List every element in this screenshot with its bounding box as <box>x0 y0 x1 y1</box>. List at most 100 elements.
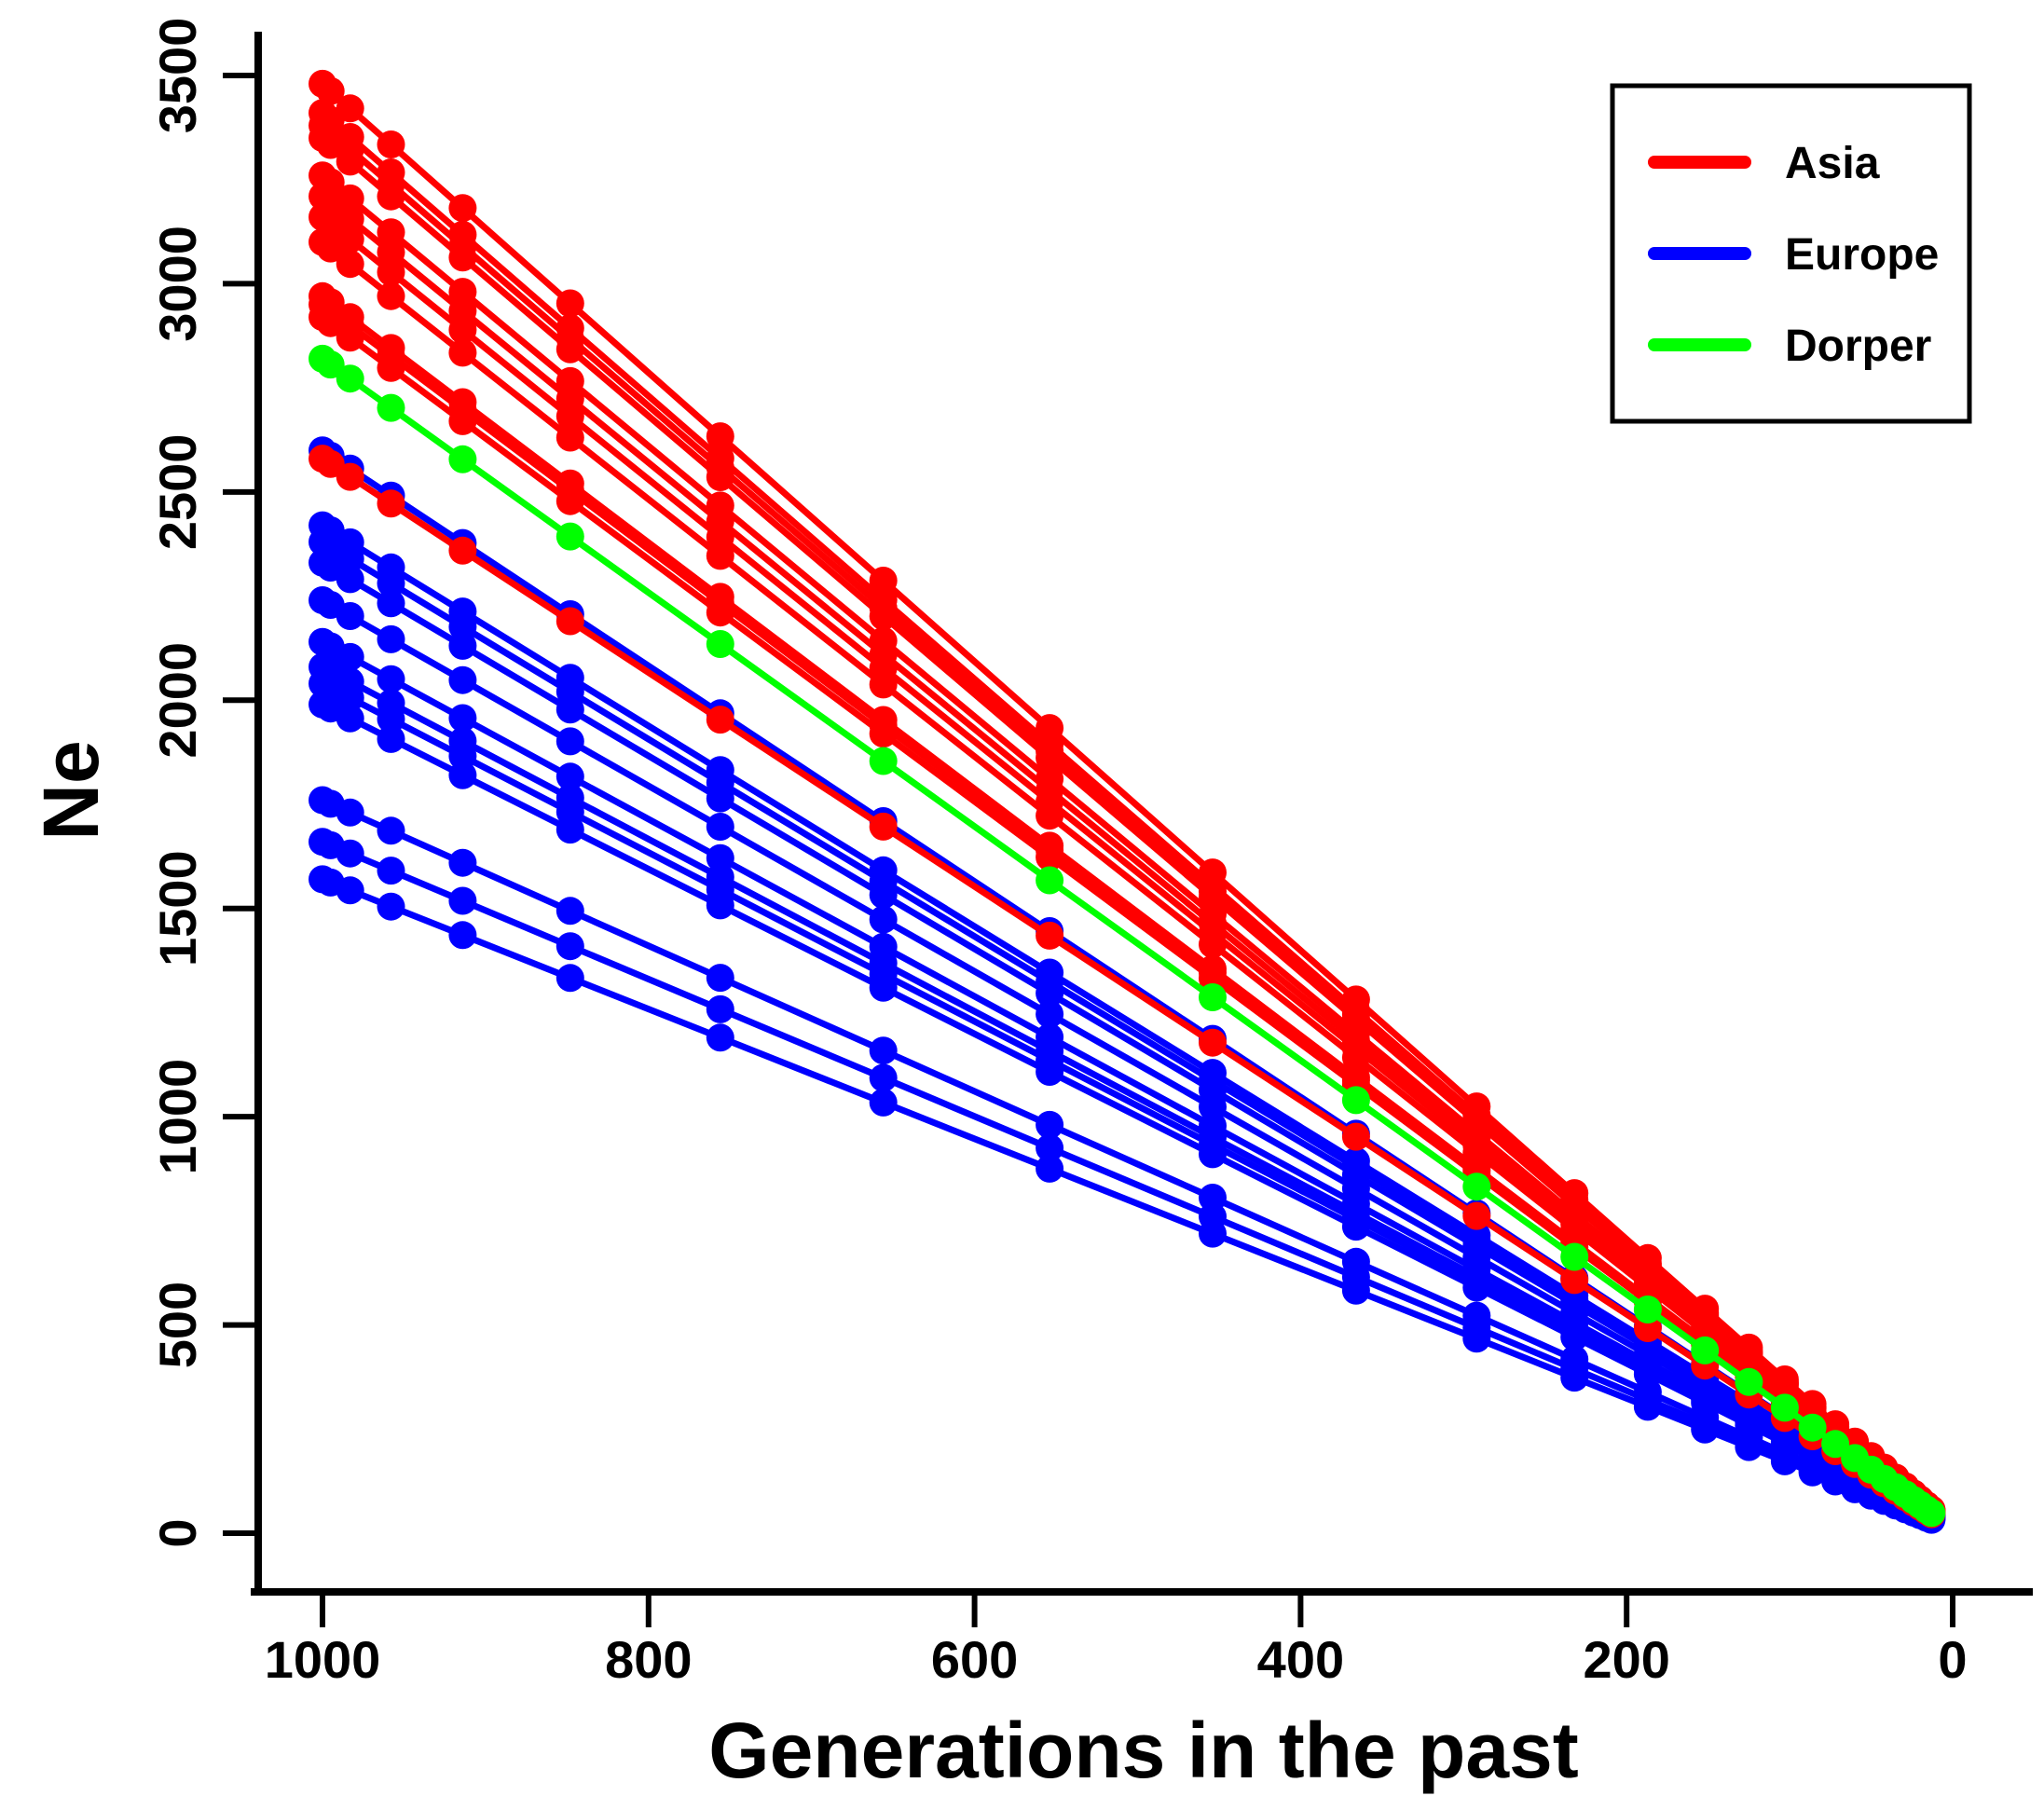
data-point-4 <box>448 406 477 435</box>
data-point-3 <box>377 238 405 267</box>
data-point-5 <box>556 423 584 452</box>
data-point-3 <box>377 182 405 211</box>
data-point-13 <box>1633 1392 1662 1421</box>
data-point-3 <box>377 892 405 921</box>
data-point-6 <box>706 542 734 570</box>
data-point-3 <box>377 665 405 693</box>
x-tick-label-0: 0 <box>1938 1630 1967 1689</box>
data-point-3 <box>377 258 405 286</box>
x-axis-title: Generations in the past <box>708 1707 1579 1794</box>
data-point-5 <box>556 402 584 431</box>
data-point-10 <box>1341 1043 1370 1072</box>
data-point-2 <box>336 250 364 279</box>
legend-label-asia: Asia <box>1785 139 1880 188</box>
data-point-3 <box>377 130 405 158</box>
data-point-7 <box>869 881 898 910</box>
data-point-3 <box>377 353 405 382</box>
data-point-16 <box>1770 1447 1799 1475</box>
data-point-4 <box>448 848 477 877</box>
y-tick-label-2000: 2000 <box>148 642 207 759</box>
x-tick-label-1000: 1000 <box>265 1630 381 1689</box>
data-point-3 <box>377 489 405 518</box>
data-point-8 <box>1036 866 1064 895</box>
data-point-8 <box>1036 979 1064 1008</box>
data-point-2 <box>336 565 364 594</box>
y-tick-label-500: 500 <box>148 1282 207 1368</box>
data-point-6 <box>706 813 734 841</box>
data-point-5 <box>556 964 584 993</box>
data-point-11 <box>1462 1201 1491 1230</box>
data-point-15 <box>1735 1367 1763 1396</box>
data-point-2 <box>336 798 364 827</box>
data-point-7 <box>869 905 898 934</box>
data-point-1 <box>316 76 345 105</box>
data-point-5 <box>556 816 584 844</box>
data-point-5 <box>556 897 584 926</box>
plot-area <box>309 69 1946 1534</box>
y-tick-label-2500: 2500 <box>148 434 207 551</box>
data-point-7 <box>869 1063 898 1092</box>
data-point-10 <box>1341 1213 1370 1241</box>
data-point-3 <box>377 393 405 422</box>
data-point-4 <box>448 338 477 367</box>
data-point-3 <box>377 857 405 885</box>
data-point-3 <box>377 218 405 247</box>
data-point-6 <box>706 994 734 1023</box>
data-point-5 <box>556 727 584 756</box>
data-point-8 <box>1036 1154 1064 1183</box>
series-europe-24 <box>309 865 1946 1534</box>
data-point-5 <box>556 607 584 636</box>
data-point-4 <box>448 243 477 272</box>
data-point-6 <box>706 784 734 813</box>
series-dorper-12 <box>309 344 1946 1528</box>
data-point-1 <box>316 309 345 337</box>
data-point-7 <box>869 670 898 699</box>
data-point-17 <box>1798 1458 1827 1487</box>
y-axis-ticks: 0 500 1000 1500 2000 2500 3000 3500 <box>148 18 258 1548</box>
data-point-1 <box>316 234 345 263</box>
data-point-2 <box>336 602 364 630</box>
data-point-4 <box>448 886 477 915</box>
data-point-8 <box>1036 802 1064 830</box>
y-tick-label-3500: 3500 <box>148 18 207 134</box>
data-point-2 <box>336 642 364 671</box>
data-point-2 <box>336 839 364 868</box>
data-point-7 <box>869 1036 898 1065</box>
data-point-9 <box>1199 1028 1227 1057</box>
data-point-4 <box>448 742 477 771</box>
x-tick-label-400: 400 <box>1257 1630 1344 1689</box>
data-point-12 <box>1560 1242 1589 1271</box>
data-point-4 <box>448 315 477 344</box>
data-point-10 <box>1341 1276 1370 1305</box>
data-point-3 <box>377 816 405 845</box>
data-point-1 <box>316 350 345 379</box>
data-point-2 <box>336 323 364 352</box>
data-point-8 <box>1036 744 1064 773</box>
data-point-7 <box>869 747 898 775</box>
data-point-16 <box>1770 1393 1799 1422</box>
y-tick-label-1500: 1500 <box>148 850 207 967</box>
data-point-9 <box>1199 1219 1227 1248</box>
data-point-11 <box>1462 1273 1491 1302</box>
data-point-2 <box>336 704 364 733</box>
data-point-5 <box>556 335 584 363</box>
data-point-7 <box>869 602 898 631</box>
legend-label-dorper: Dorper <box>1785 322 1931 371</box>
data-point-15 <box>1735 1433 1763 1461</box>
y-tick-label-3000: 3000 <box>148 226 207 342</box>
data-point-8 <box>1036 843 1064 871</box>
legend-label-europe: Europe <box>1785 230 1939 280</box>
data-point-6 <box>706 463 734 491</box>
data-point-7 <box>869 720 898 748</box>
data-point-3 <box>377 624 405 653</box>
data-point-8 <box>1036 1133 1064 1162</box>
data-point-4 <box>448 631 477 660</box>
data-point-2 <box>336 462 364 491</box>
data-point-5 <box>556 932 584 961</box>
data-point-17 <box>1798 1413 1827 1442</box>
data-point-3 <box>377 724 405 753</box>
data-point-10 <box>1341 1086 1370 1115</box>
data-point-9 <box>1199 983 1227 1011</box>
data-point-2 <box>336 147 364 176</box>
data-point-10 <box>1341 1122 1370 1151</box>
